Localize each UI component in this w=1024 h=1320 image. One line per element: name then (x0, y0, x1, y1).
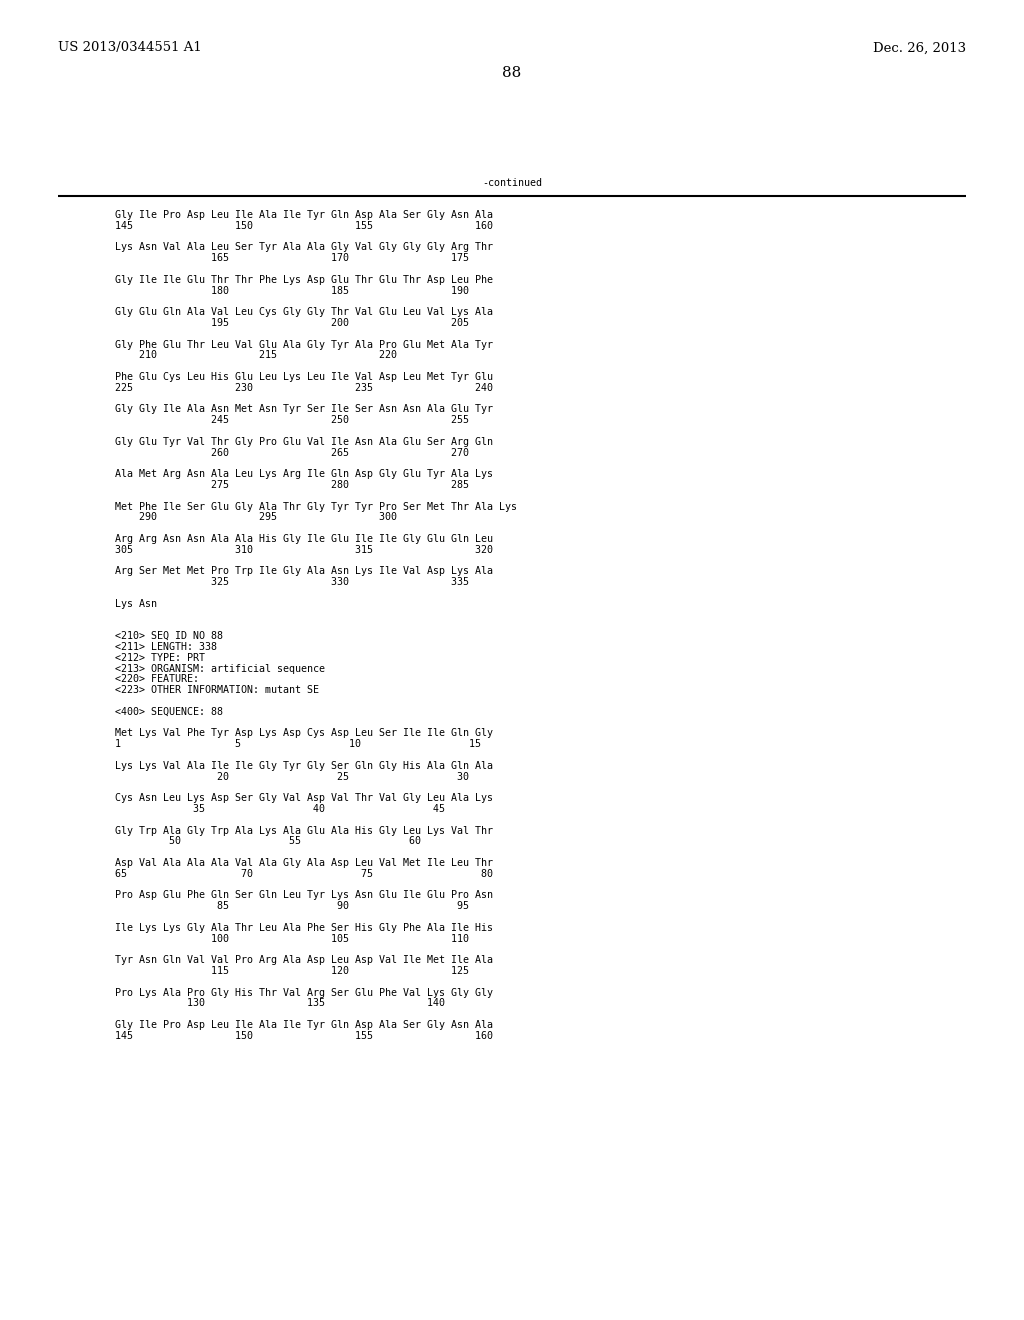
Text: 1                   5                  10                  15: 1 5 10 15 (115, 739, 481, 750)
Text: 210                 215                 220: 210 215 220 (115, 350, 397, 360)
Text: Met Lys Val Phe Tyr Asp Lys Asp Cys Asp Leu Ser Ile Ile Gln Gly: Met Lys Val Phe Tyr Asp Lys Asp Cys Asp … (115, 729, 493, 738)
Text: Gly Phe Glu Thr Leu Val Glu Ala Gly Tyr Ala Pro Glu Met Ala Tyr: Gly Phe Glu Thr Leu Val Glu Ala Gly Tyr … (115, 339, 493, 350)
Text: Cys Asn Leu Lys Asp Ser Gly Val Asp Val Thr Val Gly Leu Ala Lys: Cys Asn Leu Lys Asp Ser Gly Val Asp Val … (115, 793, 493, 803)
Text: <400> SEQUENCE: 88: <400> SEQUENCE: 88 (115, 706, 223, 717)
Text: Arg Ser Met Met Pro Trp Ile Gly Ala Asn Lys Ile Val Asp Lys Ala: Arg Ser Met Met Pro Trp Ile Gly Ala Asn … (115, 566, 493, 577)
Text: 88: 88 (503, 66, 521, 81)
Text: Dec. 26, 2013: Dec. 26, 2013 (872, 41, 966, 54)
Text: Ala Met Arg Asn Ala Leu Lys Arg Ile Gln Asp Gly Glu Tyr Ala Lys: Ala Met Arg Asn Ala Leu Lys Arg Ile Gln … (115, 469, 493, 479)
Text: 145                 150                 155                 160: 145 150 155 160 (115, 1031, 493, 1040)
Text: Gly Trp Ala Gly Trp Ala Lys Ala Glu Ala His Gly Leu Lys Val Thr: Gly Trp Ala Gly Trp Ala Lys Ala Glu Ala … (115, 825, 493, 836)
Text: Lys Lys Val Ala Ile Ile Gly Tyr Gly Ser Gln Gly His Ala Gln Ala: Lys Lys Val Ala Ile Ile Gly Tyr Gly Ser … (115, 760, 493, 771)
Text: 115                 120                 125: 115 120 125 (115, 966, 469, 975)
Text: 20                  25                  30: 20 25 30 (115, 772, 469, 781)
Text: -continued: -continued (482, 178, 542, 187)
Text: 100                 105                 110: 100 105 110 (115, 933, 469, 944)
Text: Ile Lys Lys Gly Ala Thr Leu Ala Phe Ser His Gly Phe Ala Ile His: Ile Lys Lys Gly Ala Thr Leu Ala Phe Ser … (115, 923, 493, 933)
Text: Gly Ile Ile Glu Thr Thr Phe Lys Asp Glu Thr Glu Thr Asp Leu Phe: Gly Ile Ile Glu Thr Thr Phe Lys Asp Glu … (115, 275, 493, 285)
Text: 85                  90                  95: 85 90 95 (115, 902, 469, 911)
Text: Lys Asn: Lys Asn (115, 599, 157, 609)
Text: 260                 265                 270: 260 265 270 (115, 447, 469, 458)
Text: Met Phe Ile Ser Glu Gly Ala Thr Gly Tyr Tyr Pro Ser Met Thr Ala Lys: Met Phe Ile Ser Glu Gly Ala Thr Gly Tyr … (115, 502, 517, 512)
Text: 275                 280                 285: 275 280 285 (115, 480, 469, 490)
Text: <212> TYPE: PRT: <212> TYPE: PRT (115, 653, 205, 663)
Text: 245                 250                 255: 245 250 255 (115, 416, 469, 425)
Text: <213> ORGANISM: artificial sequence: <213> ORGANISM: artificial sequence (115, 664, 325, 673)
Text: Tyr Asn Gln Val Val Pro Arg Ala Asp Leu Asp Val Ile Met Ile Ala: Tyr Asn Gln Val Val Pro Arg Ala Asp Leu … (115, 956, 493, 965)
Text: Lys Asn Val Ala Leu Ser Tyr Ala Ala Gly Val Gly Gly Gly Arg Thr: Lys Asn Val Ala Leu Ser Tyr Ala Ala Gly … (115, 243, 493, 252)
Text: 130                 135                 140: 130 135 140 (115, 998, 445, 1008)
Text: 305                 310                 315                 320: 305 310 315 320 (115, 545, 493, 554)
Text: <211> LENGTH: 338: <211> LENGTH: 338 (115, 642, 217, 652)
Text: 195                 200                 205: 195 200 205 (115, 318, 469, 327)
Text: 225                 230                 235                 240: 225 230 235 240 (115, 383, 493, 393)
Text: Gly Ile Pro Asp Leu Ile Ala Ile Tyr Gln Asp Ala Ser Gly Asn Ala: Gly Ile Pro Asp Leu Ile Ala Ile Tyr Gln … (115, 210, 493, 220)
Text: Gly Glu Tyr Val Thr Gly Pro Glu Val Ile Asn Ala Glu Ser Arg Gln: Gly Glu Tyr Val Thr Gly Pro Glu Val Ile … (115, 437, 493, 446)
Text: 165                 170                 175: 165 170 175 (115, 253, 469, 263)
Text: 325                 330                 335: 325 330 335 (115, 577, 469, 587)
Text: 35                  40                  45: 35 40 45 (115, 804, 445, 814)
Text: 65                   70                  75                  80: 65 70 75 80 (115, 869, 493, 879)
Text: Pro Lys Ala Pro Gly His Thr Val Arg Ser Glu Phe Val Lys Gly Gly: Pro Lys Ala Pro Gly His Thr Val Arg Ser … (115, 987, 493, 998)
Text: <210> SEQ ID NO 88: <210> SEQ ID NO 88 (115, 631, 223, 642)
Text: Gly Glu Gln Ala Val Leu Cys Gly Gly Thr Val Glu Leu Val Lys Ala: Gly Glu Gln Ala Val Leu Cys Gly Gly Thr … (115, 308, 493, 317)
Text: 290                 295                 300: 290 295 300 (115, 512, 397, 523)
Text: Phe Glu Cys Leu His Glu Leu Lys Leu Ile Val Asp Leu Met Tyr Glu: Phe Glu Cys Leu His Glu Leu Lys Leu Ile … (115, 372, 493, 381)
Text: US 2013/0344551 A1: US 2013/0344551 A1 (58, 41, 202, 54)
Text: Asp Val Ala Ala Ala Val Ala Gly Ala Asp Leu Val Met Ile Leu Thr: Asp Val Ala Ala Ala Val Ala Gly Ala Asp … (115, 858, 493, 869)
Text: Gly Gly Ile Ala Asn Met Asn Tyr Ser Ile Ser Asn Asn Ala Glu Tyr: Gly Gly Ile Ala Asn Met Asn Tyr Ser Ile … (115, 404, 493, 414)
Text: <220> FEATURE:: <220> FEATURE: (115, 675, 199, 684)
Text: 145                 150                 155                 160: 145 150 155 160 (115, 220, 493, 231)
Text: Arg Arg Asn Asn Ala Ala His Gly Ile Glu Ile Ile Gly Glu Gln Leu: Arg Arg Asn Asn Ala Ala His Gly Ile Glu … (115, 535, 493, 544)
Text: Gly Ile Pro Asp Leu Ile Ala Ile Tyr Gln Asp Ala Ser Gly Asn Ala: Gly Ile Pro Asp Leu Ile Ala Ile Tyr Gln … (115, 1020, 493, 1030)
Text: 180                 185                 190: 180 185 190 (115, 285, 469, 296)
Text: <223> OTHER INFORMATION: mutant SE: <223> OTHER INFORMATION: mutant SE (115, 685, 319, 696)
Text: 50                  55                  60: 50 55 60 (115, 837, 421, 846)
Text: Pro Asp Glu Phe Gln Ser Gln Leu Tyr Lys Asn Glu Ile Glu Pro Asn: Pro Asp Glu Phe Gln Ser Gln Leu Tyr Lys … (115, 891, 493, 900)
